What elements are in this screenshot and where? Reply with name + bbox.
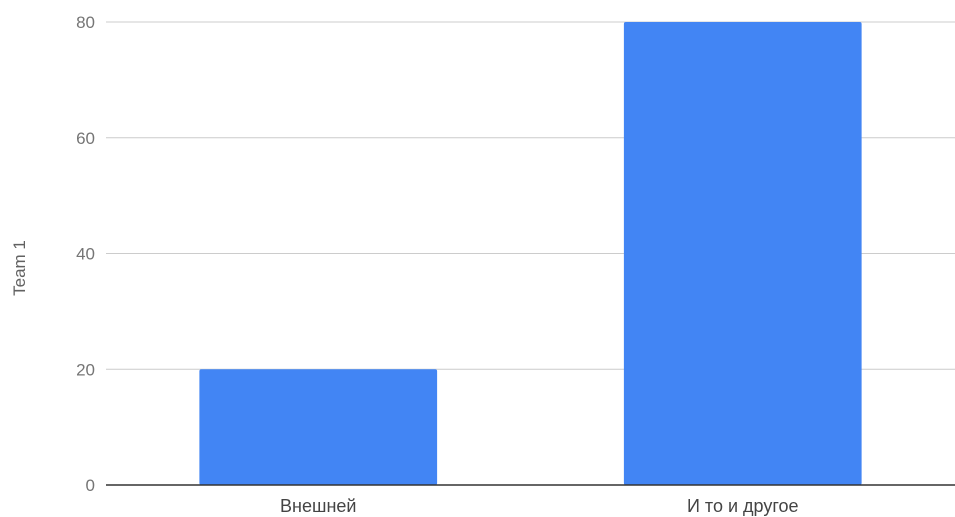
x-axis-labels: Внешней И то и другое bbox=[280, 496, 798, 516]
y-axis-ticks: 0 20 40 60 80 bbox=[76, 13, 95, 495]
bars bbox=[199, 22, 862, 485]
bar bbox=[199, 369, 438, 485]
bar bbox=[623, 22, 862, 485]
y-tick-label: 80 bbox=[76, 13, 95, 32]
y-tick-label: 0 bbox=[86, 476, 95, 495]
y-axis-title: Team 1 bbox=[10, 240, 29, 296]
y-tick-label: 20 bbox=[76, 360, 95, 379]
x-category-label: Внешней bbox=[280, 496, 356, 516]
y-tick-label: 60 bbox=[76, 129, 95, 148]
x-category-label: И то и другое bbox=[687, 496, 799, 516]
y-tick-label: 40 bbox=[76, 245, 95, 264]
